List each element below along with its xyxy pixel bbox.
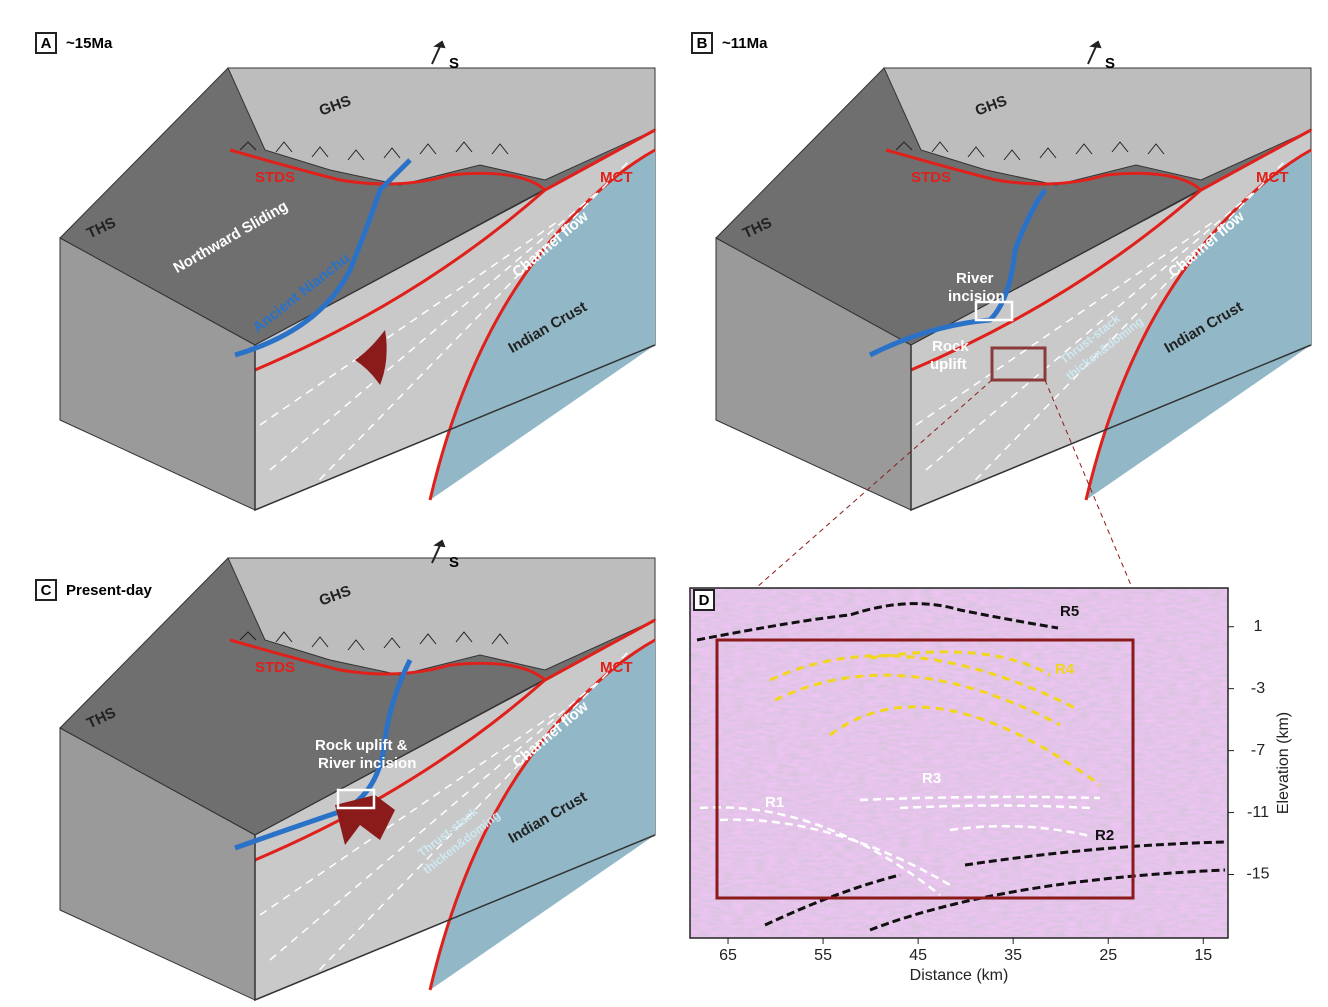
x-tick-label: 25 [1099, 947, 1117, 964]
label: MCT [600, 169, 633, 186]
y-axis-label: Elevation (km) [1275, 712, 1292, 814]
y-tick-label: -11 [1247, 804, 1269, 821]
label: River incision [318, 755, 416, 772]
label: STDS [911, 169, 951, 186]
seismic-panel: D 65 55 45 35 25 15 1 -3 -7 -11 -15 Distance (km) Ele… [690, 588, 1292, 984]
y-tick-label: 1 [1254, 618, 1263, 635]
north-label: S [449, 55, 459, 72]
y-tick-label: -15 [1246, 866, 1269, 883]
north-arrow [1088, 42, 1100, 64]
north-label: S [1105, 55, 1115, 72]
block-diagram [716, 68, 1311, 510]
north-label: S [449, 554, 459, 571]
x-tick-label: 65 [719, 947, 737, 964]
reflector-label: R2 [1095, 827, 1114, 844]
label: STDS [255, 659, 295, 676]
panel-title: ~11Ma [722, 35, 768, 52]
x-tick-label: 45 [909, 947, 927, 964]
panel-label: A [41, 35, 52, 52]
x-tick-label: 15 [1194, 947, 1212, 964]
x-tick-label: 55 [814, 947, 832, 964]
panel-label: C [41, 582, 52, 599]
y-tick-label: -7 [1251, 742, 1265, 759]
reflector-label: R1 [765, 794, 784, 811]
label: MCT [600, 659, 633, 676]
x-tick-label: 35 [1004, 947, 1022, 964]
panel-label: B [697, 35, 708, 52]
block-diagram [60, 68, 655, 510]
figure: A ~15Ma S GHS STDS MCT THS Northward Sli… [0, 0, 1328, 1007]
block-diagram [60, 558, 655, 1000]
reflector-label: R4 [1055, 661, 1075, 678]
x-axis-label: Distance (km) [910, 967, 1009, 984]
reflector-label: R5 [1060, 603, 1079, 620]
label: River [956, 270, 994, 287]
label: uplift [930, 356, 967, 373]
label: incision [948, 288, 1005, 305]
y-tick-label: -3 [1251, 680, 1265, 697]
label: Rock uplift & [315, 737, 408, 754]
panel-title: Present-day [66, 582, 153, 599]
label: STDS [255, 169, 295, 186]
panel-label: D [699, 592, 710, 609]
panel-title: ~15Ma [66, 35, 113, 52]
north-arrow [432, 42, 444, 64]
label: MCT [1256, 169, 1289, 186]
reflector-label: R3 [922, 770, 941, 787]
label: Rock [932, 338, 969, 355]
